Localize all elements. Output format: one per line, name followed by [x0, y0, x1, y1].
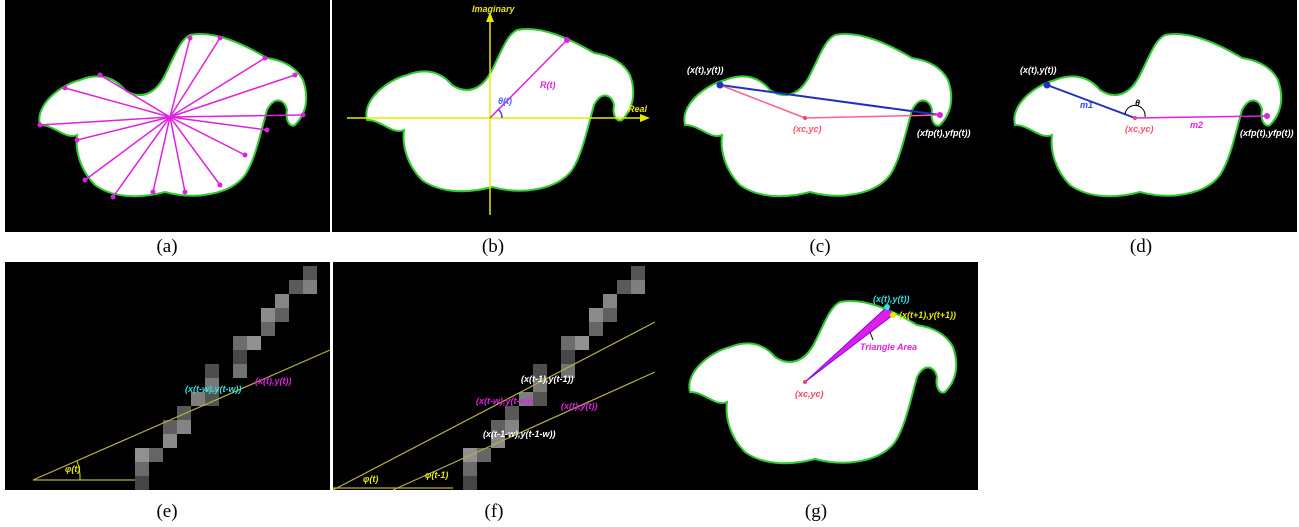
point: [218, 36, 223, 41]
label: (x(t),y(t)): [873, 294, 910, 304]
point: [63, 86, 68, 91]
pixel: [135, 462, 149, 476]
label: (xc,yc): [1125, 124, 1154, 134]
label: Triangle Area: [860, 342, 917, 352]
panel-a: [5, 0, 330, 232]
pixel: [177, 420, 191, 434]
pixel: [205, 364, 219, 378]
panel-g: (x(t),y(t)) (x(t+1),y(t+1)) Triangle Are…: [655, 262, 978, 490]
pixel: [261, 322, 275, 336]
label: θ: [1135, 98, 1140, 108]
point: [188, 36, 193, 41]
point: [75, 138, 80, 143]
pixel: [617, 280, 631, 294]
pixel: [247, 336, 261, 350]
pixel: [575, 336, 589, 350]
label: φ(t-1): [425, 470, 448, 480]
label: (x(t),y(t)): [561, 401, 598, 411]
label: m1: [1080, 100, 1093, 110]
pixel: [463, 462, 477, 476]
pixel: [603, 294, 617, 308]
point: [293, 73, 298, 78]
pixel: [463, 476, 477, 490]
pixel: [275, 294, 289, 308]
panel-d: (x(t),y(t)) m1 θ (xc,yc) m2 (xfp(t),yfp(…: [985, 0, 1297, 232]
label: R(t): [540, 80, 556, 90]
caption: (f): [485, 501, 504, 522]
point: [183, 190, 188, 195]
point: [83, 178, 88, 183]
pixel: [233, 336, 247, 350]
label: φ(t): [363, 474, 378, 484]
label: (xfp(t),yfp(t)): [1240, 128, 1293, 138]
pixel: [233, 350, 247, 364]
pixel: [135, 448, 149, 462]
pixel: [631, 280, 645, 294]
label: (x(t),y(t)): [687, 65, 724, 75]
label: θ(t): [498, 96, 512, 106]
point: [218, 183, 223, 188]
point: [151, 190, 156, 195]
pixel: [477, 448, 491, 462]
caption: (g): [805, 501, 827, 522]
label: (x(t-w),y(t-w)): [476, 396, 532, 406]
point: [263, 56, 268, 61]
pixel: [275, 308, 289, 322]
point: [265, 128, 270, 133]
label: (x(t-w),y(t-w)): [185, 384, 241, 394]
point: [38, 123, 43, 128]
pixel: [233, 364, 247, 378]
caption: (c): [809, 236, 830, 257]
pixel: [149, 448, 163, 462]
panel-b: Imaginary Real R(t) θ(t): [332, 0, 655, 232]
pixel: [589, 322, 603, 336]
pixel: [603, 308, 617, 322]
label: (x(t-1),y(t-1)): [521, 374, 574, 384]
pixel: [505, 406, 519, 420]
label: (xc,yc): [795, 389, 824, 399]
label: m2: [1190, 120, 1203, 130]
pixel: [303, 266, 317, 280]
pixel: [177, 406, 191, 420]
pixel: [191, 392, 205, 406]
pixel: [303, 280, 317, 294]
pixel: [163, 434, 177, 448]
label: Imaginary: [472, 4, 516, 14]
panel-f: (x(t-1),y(t-1)) (x(t-1-w),y(t-1-w)) (x(t…: [333, 262, 655, 490]
label: (xfp(t),yfp(t)): [917, 128, 970, 138]
panel-e: (x(t-w),y(t-w)) (x(t),y(t)) φ(t): [5, 262, 330, 490]
label: (x(t-1-w),y(t-1-w)): [483, 429, 556, 439]
pixel: [135, 476, 149, 490]
label: (x(t+1),y(t+1)): [899, 310, 956, 320]
figure: (a) Imaginary Real R(t) θ(t) (b) (x(t),y…: [0, 0, 1299, 527]
caption: (d): [1130, 236, 1152, 257]
caption: (b): [482, 236, 504, 257]
pixel: [631, 266, 645, 280]
pixel: [533, 392, 547, 406]
pixel: [561, 336, 575, 350]
point: [111, 195, 116, 200]
pixel: [561, 350, 575, 364]
caption: (a): [156, 236, 177, 257]
label: φ(t): [65, 464, 80, 474]
label: (xc,yc): [793, 124, 822, 134]
point: [243, 153, 248, 158]
label: Real: [628, 104, 648, 114]
label: (x(t),y(t)): [255, 376, 292, 386]
label: (x(t),y(t)): [1020, 65, 1057, 75]
pixel: [589, 308, 603, 322]
panel-c: (x(t),y(t)) (xc,yc) (xfp(t),yfp(t)): [655, 0, 985, 232]
pixel: [261, 308, 275, 322]
pixel: [289, 280, 303, 294]
point: [301, 113, 306, 118]
point: [98, 73, 103, 78]
caption: (e): [156, 501, 177, 522]
